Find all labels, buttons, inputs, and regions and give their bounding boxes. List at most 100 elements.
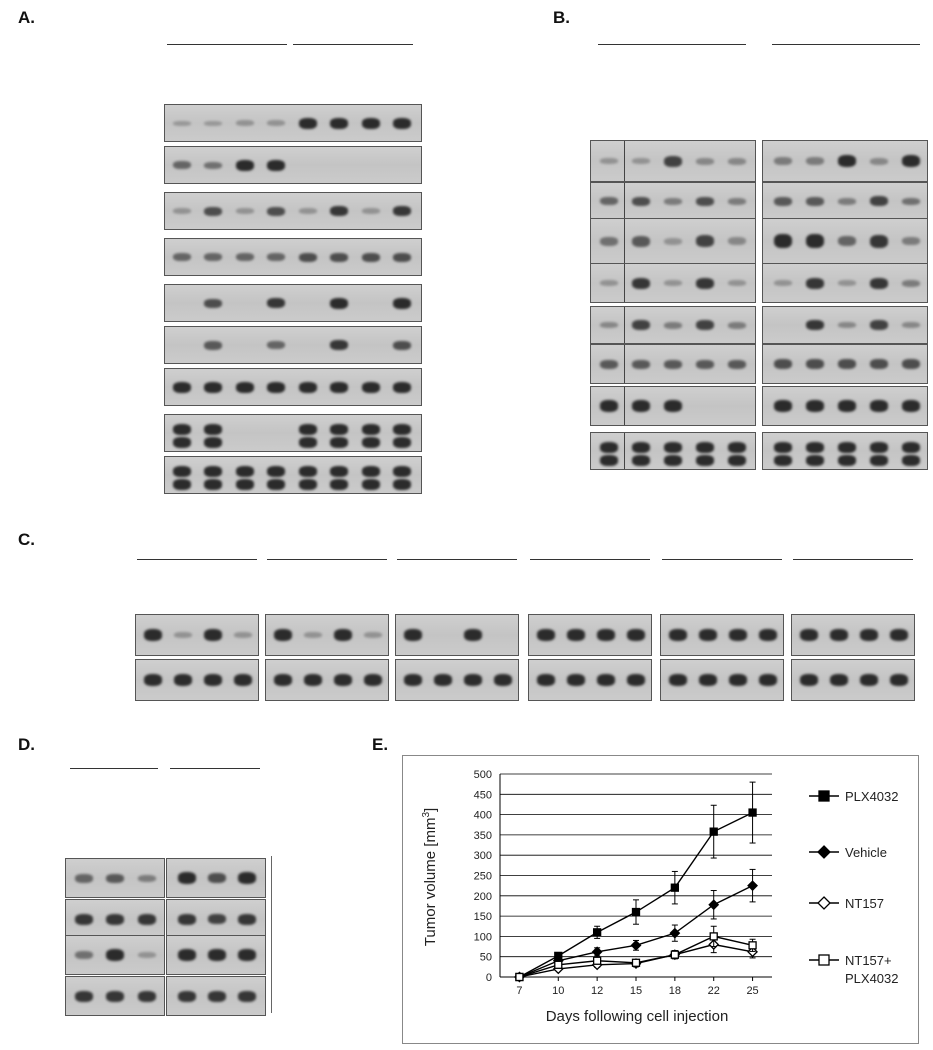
blot-band (75, 951, 93, 959)
panel-a-letter: A. (18, 8, 35, 27)
blot-band (664, 198, 682, 205)
blot-strip (528, 659, 652, 701)
blot-band (800, 629, 818, 641)
y-axis-label-main: Tumor volume [mm (422, 818, 439, 947)
blot-band (728, 158, 746, 165)
lane-divider (624, 141, 625, 181)
blot-band (204, 437, 223, 448)
blot-band (729, 674, 747, 686)
blot-band (361, 118, 380, 129)
cell-line-underline (662, 559, 782, 560)
blot-band (774, 280, 792, 286)
legend-label: PLX4032 (845, 789, 899, 804)
blot-band (696, 197, 714, 206)
blot-band (870, 278, 888, 289)
blot-strip (762, 432, 928, 470)
blot-band (902, 442, 920, 453)
blot-band (144, 629, 162, 641)
blot-band (267, 479, 286, 490)
blot-band (267, 207, 286, 216)
blot-strip (762, 182, 928, 220)
blot-strip (164, 284, 422, 322)
blot-band (172, 479, 191, 490)
data-point (670, 883, 680, 892)
blot-band (632, 278, 650, 289)
blot-band (806, 320, 824, 330)
blot-band (75, 914, 93, 925)
lane-divider (624, 264, 625, 302)
blot-strip (590, 263, 756, 303)
cell-line-underline (267, 559, 387, 560)
blot-band (464, 629, 482, 641)
x-tick-label: 25 (746, 985, 758, 997)
blot-strip (135, 614, 259, 656)
blot-band (696, 235, 714, 247)
blot-band (138, 952, 156, 958)
blot-band (627, 674, 645, 686)
blot-band (235, 382, 254, 393)
blot-band (208, 991, 226, 1002)
blot-strip (265, 614, 389, 656)
panel-e-frame (402, 755, 919, 1044)
blot-strip (660, 659, 784, 701)
blot-band (806, 442, 824, 453)
blot-strip (395, 659, 519, 701)
blot-band (330, 118, 349, 129)
panel-b-letter: B. (553, 8, 570, 27)
blot-band (774, 442, 792, 453)
blot-band (334, 674, 352, 686)
blot-band (267, 466, 286, 477)
blot-band (597, 629, 615, 641)
legend-marker (818, 954, 830, 966)
legend-label: Vehicle (845, 845, 887, 860)
blot-band (860, 674, 878, 686)
blot-band (464, 674, 482, 686)
blot-band (238, 949, 256, 961)
blot-band (361, 479, 380, 490)
lane-divider (624, 307, 625, 343)
blot-strip (135, 659, 259, 701)
blot-band (838, 236, 856, 246)
blot-strip (762, 386, 928, 426)
blot-band (806, 400, 824, 412)
blot-band (699, 629, 717, 641)
blot-band (330, 298, 349, 309)
blot-strip (590, 182, 756, 220)
blot-band (600, 400, 618, 412)
blot-band (204, 207, 223, 216)
blot-band (627, 629, 645, 641)
group-underline (772, 44, 920, 45)
y-tick-label: 200 (474, 891, 492, 903)
blot-strip (65, 858, 165, 898)
y-tick-label: 300 (474, 850, 492, 862)
blot-band (759, 629, 777, 641)
blot-band (728, 360, 746, 369)
blot-strip (164, 192, 422, 230)
blot-band (361, 382, 380, 393)
blot-band (267, 160, 286, 171)
legend-marker (817, 845, 831, 859)
blot-band (267, 298, 286, 308)
blot-strip (265, 659, 389, 701)
blot-band (774, 359, 792, 369)
blot-band (838, 455, 856, 466)
data-point (592, 928, 602, 937)
blot-band (838, 155, 856, 167)
blot-band (902, 322, 920, 328)
blot-band (361, 466, 380, 477)
x-tick-label: 10 (552, 985, 564, 997)
blot-band (330, 340, 349, 350)
blot-strip (164, 326, 422, 364)
blot-band (138, 875, 156, 882)
blot-band (138, 914, 156, 925)
blot-band (699, 674, 717, 686)
panel-c-letter: C. (18, 530, 35, 549)
panel-d-letter: D. (18, 735, 35, 754)
tumor-volume-chart: 0 50 100 150 200 250 300 350 400 450 500 7 10 12 15 18 2… (421, 769, 899, 1025)
y-tick-label: 250 (474, 871, 492, 883)
blot-band (330, 253, 349, 262)
blot-band (274, 629, 292, 641)
blot-band (728, 442, 746, 453)
group-underline (70, 768, 158, 769)
blot-band (838, 442, 856, 453)
